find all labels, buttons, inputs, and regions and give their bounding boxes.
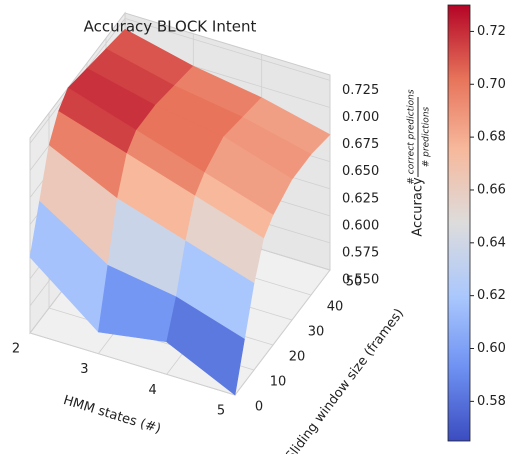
z-tick-label: 0.725	[342, 83, 379, 98]
x-tick-label: 2	[12, 342, 20, 357]
y-tick-label: 30	[308, 325, 325, 340]
colorbar-tick-label: 0.72	[477, 24, 506, 39]
surface-patch	[166, 296, 245, 396]
y-tick-label: 0	[255, 400, 263, 415]
z-label-text: Accuracy	[411, 177, 426, 237]
y-tick-label: 20	[289, 350, 306, 365]
colorbar-tick-label: 0.60	[477, 341, 506, 356]
z-label-numerator: # correct predictions	[407, 89, 417, 184]
colorbar-tick-label: 0.66	[477, 182, 506, 197]
x-axis-label: HMM states (#)	[61, 393, 162, 437]
colorbar-tick-label: 0.70	[477, 77, 506, 92]
y-axis-label: Sliding window size (frames)	[283, 306, 407, 454]
z-axis-label: Accuracy # correct predictions # predict…	[407, 89, 432, 237]
z-tick-label: 0.600	[342, 218, 379, 233]
y-tick-label: 10	[270, 375, 287, 390]
x-grid-line	[234, 269, 331, 396]
surface	[29, 28, 331, 396]
colorbar-tick-label: 0.68	[477, 130, 506, 145]
z-tick-label: 0.700	[342, 110, 379, 125]
colorbar-tick-label: 0.64	[477, 235, 506, 250]
z-tick-label: 0.675	[342, 137, 379, 152]
colorbar-tick-label: 0.58	[477, 394, 506, 409]
y-tick-label: 40	[327, 300, 344, 315]
x-tick-label: 4	[149, 383, 157, 398]
colorbar-tick-label: 0.62	[477, 288, 506, 303]
z-tick-label: 0.625	[342, 191, 379, 206]
x-tick-label: 5	[217, 404, 225, 419]
z-tick-label: 0.550	[342, 273, 379, 288]
colorbar	[447, 4, 471, 442]
z-grid-line	[124, 18, 331, 81]
chart-title: Accuracy BLOCK Intent	[84, 18, 257, 36]
y-grid-line	[29, 332, 236, 396]
x-tick-label: 3	[80, 362, 88, 377]
z-tick-label: 0.650	[342, 164, 379, 179]
y-tick-label: 50	[346, 275, 363, 290]
z-label-denominator: # predictions	[422, 106, 432, 167]
z-tick-label: 0.575	[342, 245, 379, 260]
